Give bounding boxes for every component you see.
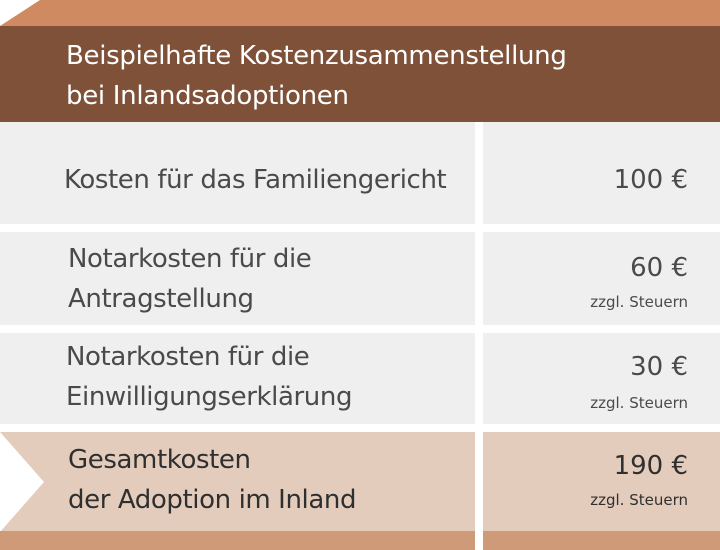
row-label-line-1: Notarkosten für die bbox=[66, 342, 310, 372]
row-label-line-2: Einwilligungserklärung bbox=[66, 382, 353, 412]
total-label: Gesamtkosten der Adoption im Inland bbox=[68, 440, 356, 520]
title-line-1: Beispielhafte Kostenzusammenstellung bbox=[66, 41, 567, 71]
row-note: zzgl. Steuern bbox=[590, 293, 688, 311]
row-divider bbox=[0, 424, 720, 432]
row-label-line-1: Notarkosten für die bbox=[68, 244, 312, 274]
table-row: Notarkosten für die Einwilligungserkläru… bbox=[0, 333, 720, 424]
top-band-corner-cut bbox=[0, 0, 40, 26]
table-row: Notarkosten für die Antragstellung 60 € … bbox=[0, 232, 720, 325]
total-ribbon-notch bbox=[0, 432, 44, 532]
bottom-accent-band bbox=[0, 531, 720, 550]
row-label: Kosten für das Familiengericht bbox=[64, 160, 447, 200]
top-accent-band bbox=[0, 0, 720, 26]
table-title: Beispielhafte Kostenzusammenstellung bei… bbox=[66, 36, 706, 116]
row-label: Notarkosten für die Antragstellung bbox=[68, 239, 312, 319]
total-label-line-1: Gesamtkosten bbox=[68, 445, 251, 475]
row-label-line-1: Kosten für das Familiengericht bbox=[64, 165, 447, 195]
table-row: Kosten für das Familiengericht 100 € bbox=[0, 122, 720, 224]
row-amount: 100 € bbox=[613, 165, 688, 195]
total-row: Gesamtkosten der Adoption im Inland 190 … bbox=[0, 432, 720, 550]
row-amount: 60 € bbox=[630, 253, 688, 283]
row-divider bbox=[0, 325, 720, 333]
total-note: zzgl. Steuern bbox=[590, 491, 688, 509]
table-header: Beispielhafte Kostenzusammenstellung bei… bbox=[0, 26, 720, 122]
row-label-line-2: Antragstellung bbox=[68, 284, 254, 314]
title-line-2: bei Inlandsadoptionen bbox=[66, 81, 349, 111]
row-note: zzgl. Steuern bbox=[590, 394, 688, 412]
column-divider bbox=[475, 122, 483, 550]
row-label: Notarkosten für die Einwilligungserkläru… bbox=[66, 337, 352, 417]
total-amount: 190 € bbox=[613, 451, 688, 481]
row-divider bbox=[0, 224, 720, 232]
row-amount: 30 € bbox=[630, 352, 688, 382]
total-label-line-2: der Adoption im Inland bbox=[68, 485, 357, 515]
